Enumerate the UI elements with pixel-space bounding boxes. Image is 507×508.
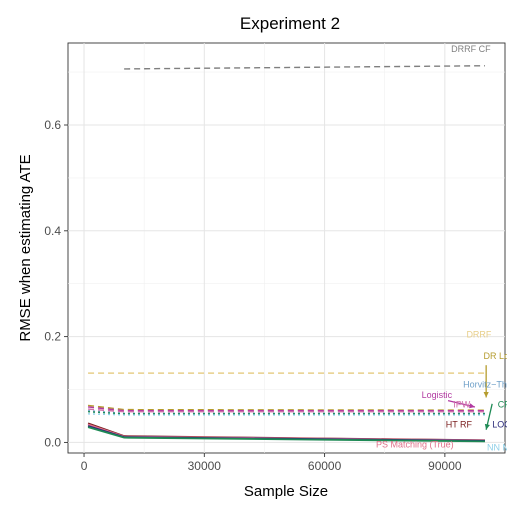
chart-title: Experiment 2 <box>240 14 340 33</box>
series-label-ipw: IPW <box>453 400 471 410</box>
series-line-cf-rf <box>88 411 485 415</box>
label-layer: DRRF CF DRRF DR Logit Horvitz−Thompson Logis… <box>376 44 507 452</box>
y-axis: 0.0 0.2 0.4 0.6 <box>44 118 68 449</box>
series-label-ps-matching-true: PS Matching (True) <box>376 440 454 450</box>
series-label-cf-rf: CF RF <box>498 400 507 410</box>
series-layer <box>87 65 485 443</box>
series-label-horvitz-thompson: Horvitz−Thompson <box>463 379 507 389</box>
series-line-logistic <box>87 406 485 412</box>
y-tick-label: 0.2 <box>44 330 61 344</box>
series-label-drrf: DRRF <box>466 330 491 340</box>
y-tick-label: 0.0 <box>44 435 61 449</box>
series-label-ht-rf: HT RF <box>446 420 473 430</box>
series-line-ipw <box>87 408 485 413</box>
label-arrow-head <box>483 392 489 398</box>
series-line-dr-logit <box>87 404 485 411</box>
plot-panel <box>67 42 506 454</box>
y-tick-label: 0.4 <box>44 224 61 238</box>
x-axis-title: Sample Size <box>244 483 328 500</box>
label-arrow-head <box>469 403 475 409</box>
series-label-loo-rf: LOO RF <box>492 420 507 430</box>
series-label-dr-logit: DR Logit <box>483 351 507 361</box>
x-tick-label: 30000 <box>188 459 222 473</box>
x-tick-label: 60000 <box>308 459 342 473</box>
series-label-nn-matching: NN Matching <box>487 442 507 452</box>
series-label-drrf-cf: DRRF CF <box>451 44 491 54</box>
x-tick-label: 0 <box>81 459 88 473</box>
y-tick-label: 0.6 <box>44 118 61 132</box>
grid <box>68 43 505 453</box>
series-line-nn-matching <box>88 413 485 416</box>
x-tick-label: 90000 <box>428 459 462 473</box>
series-label-logistic: Logistic <box>422 390 453 400</box>
label-arrow-head <box>484 423 490 430</box>
series-line-drrf-cf <box>124 65 485 70</box>
x-axis: 0 30000 60000 90000 <box>81 453 462 473</box>
series-line-cf-rf-solid <box>87 426 485 443</box>
arrow-layer <box>447 365 493 430</box>
y-axis-title: RMSE when estimating ATE <box>17 154 34 341</box>
